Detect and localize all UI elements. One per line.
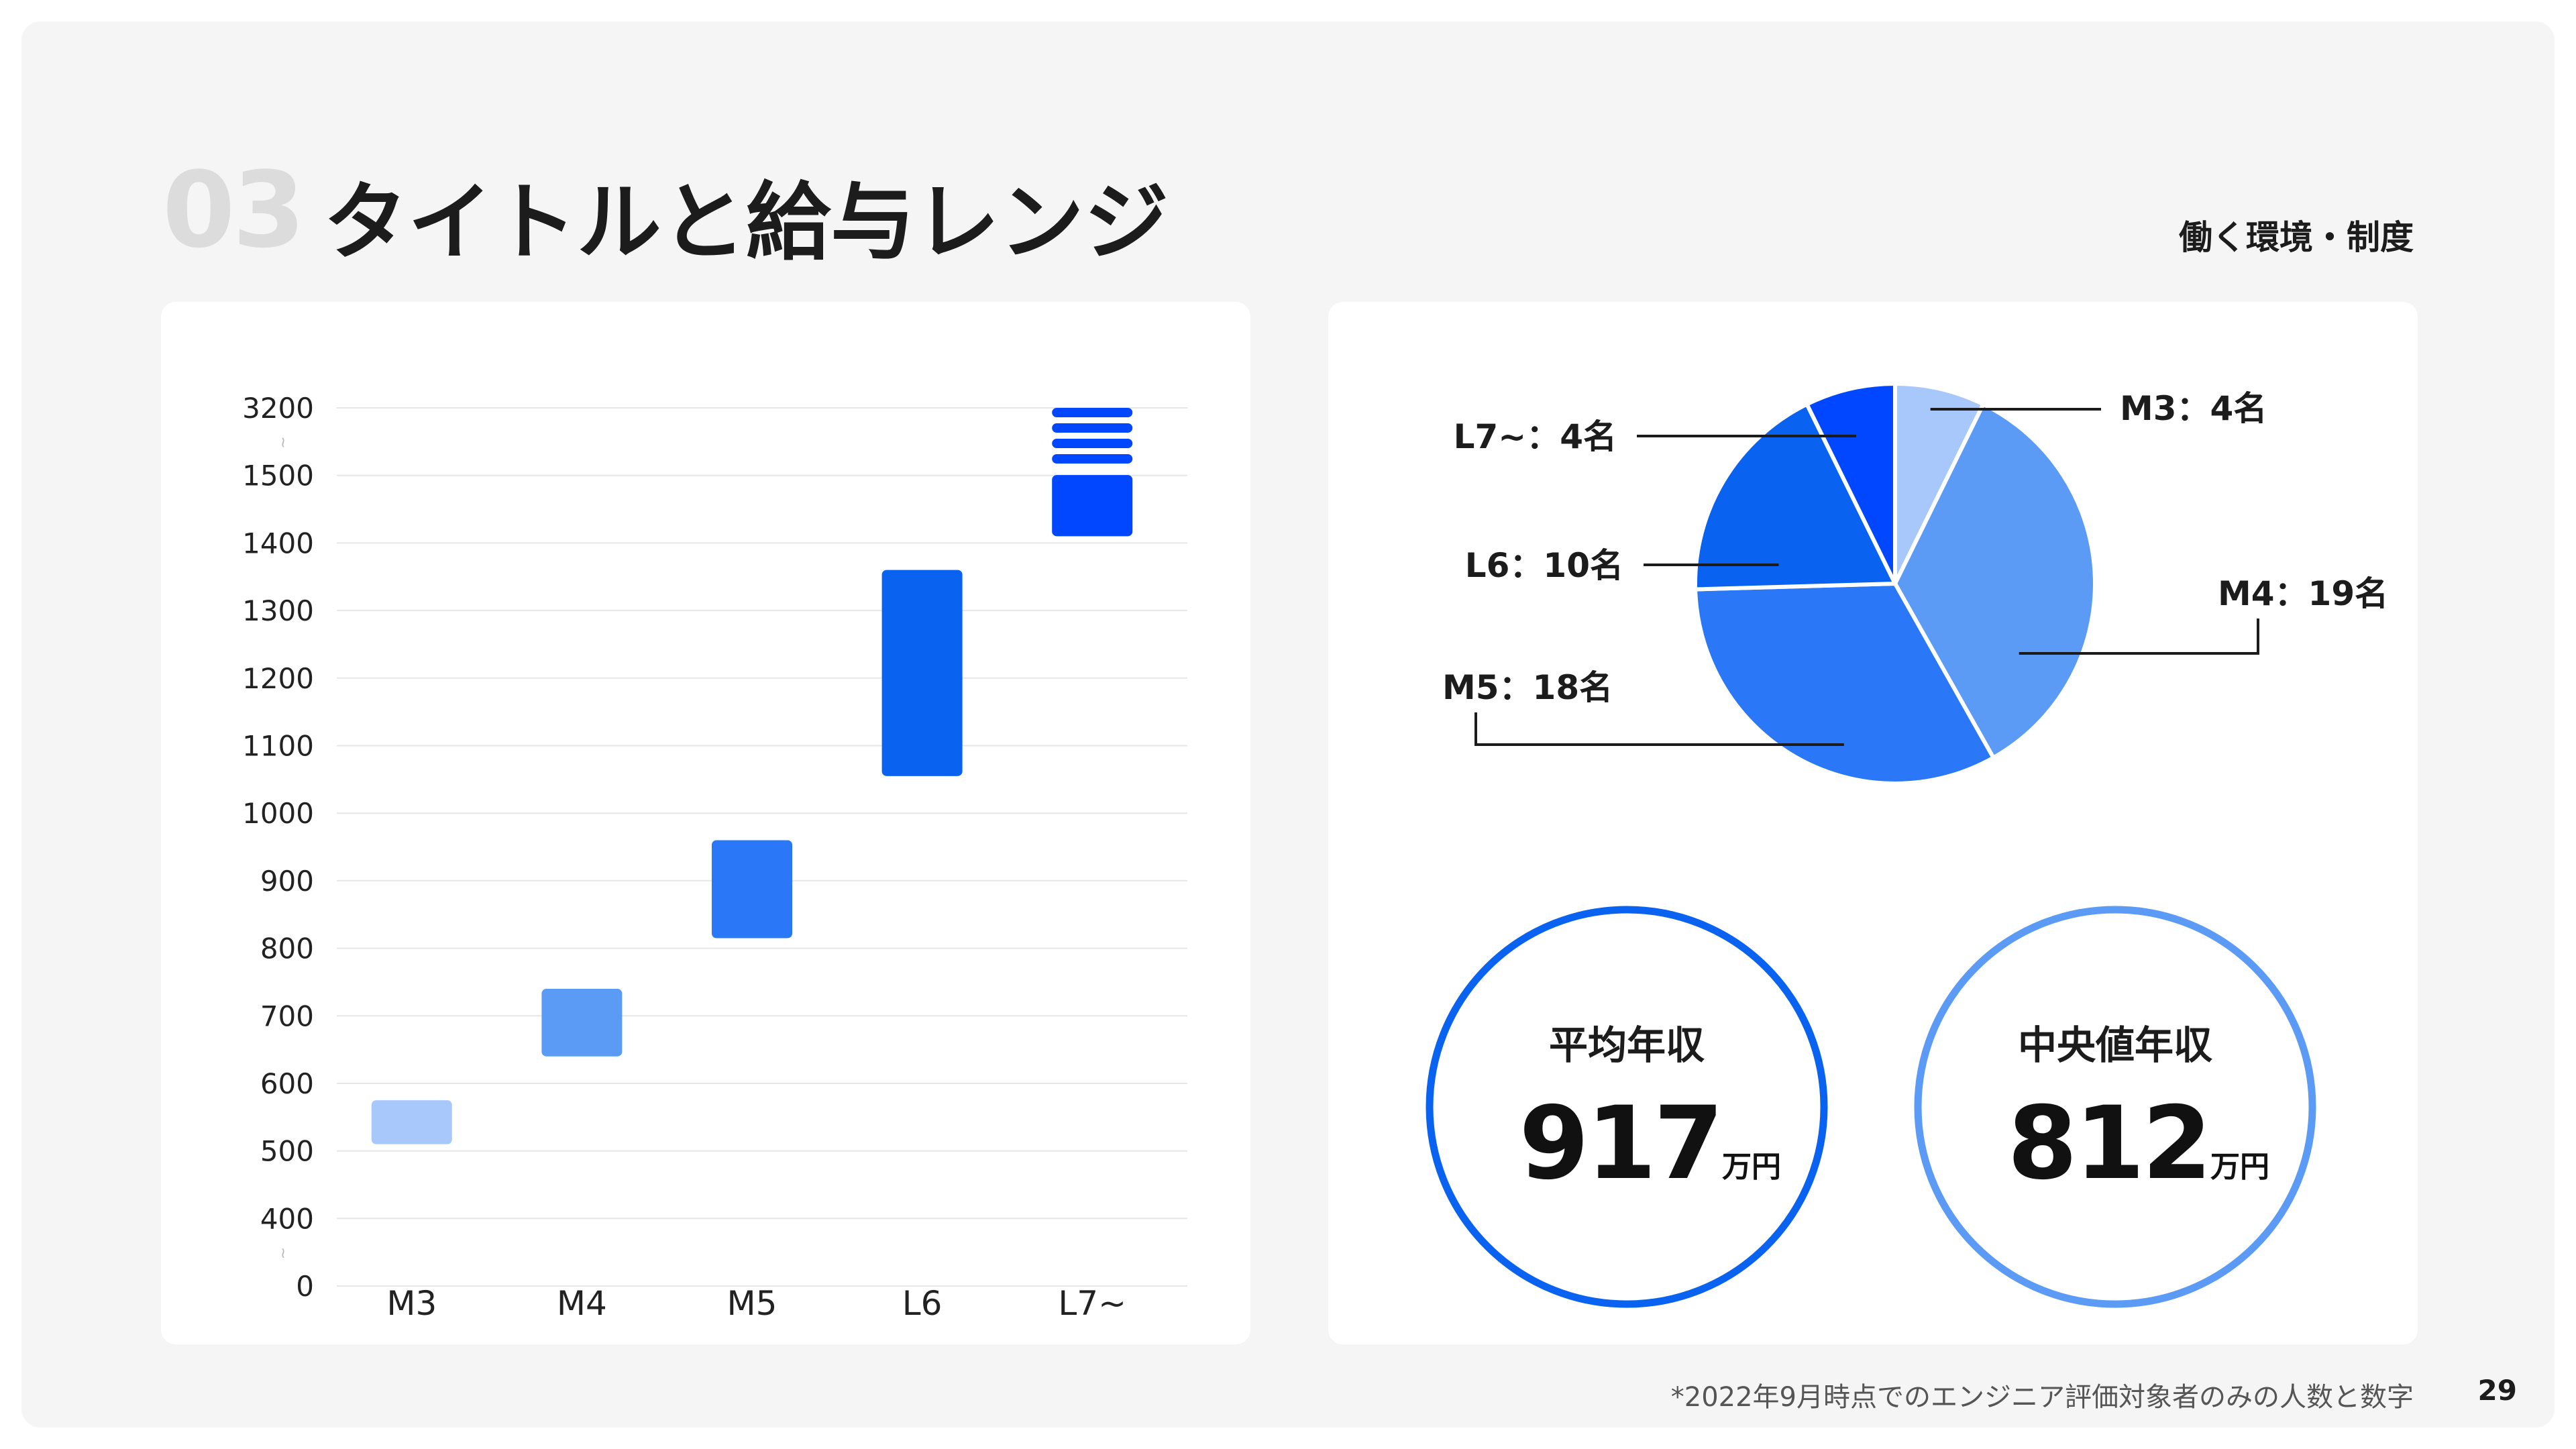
pie-label-l6: L6：10名 [1465,546,1623,585]
stat-unit: 万円 [1722,1150,1781,1184]
pie-slice-l7 [1804,381,1897,585]
section-number: 03 [162,149,305,271]
range-bar-l7-segment [1052,439,1133,448]
range-bar-l7-segment [1052,408,1133,417]
y-tick-label: 1000 [242,797,314,830]
y-tick-label: 900 [260,865,314,898]
y-tick-label: 1300 [242,594,314,627]
salary-range-chart: 0 400 500 600 700 800 900 1000 1100 1200 1300 1400 1… [242,392,1187,1323]
stat-label: 平均年収 [1549,1022,1705,1068]
range-bar-l7-segment [1052,423,1133,433]
y-tick-label: 800 [260,932,314,965]
pie-slice-m5 [1693,581,1996,786]
stat-circle-average [1426,906,1828,1308]
x-tick-label: M5 [727,1284,777,1323]
range-bar-l7 [1052,475,1133,537]
axis-break-icon: ≀ [280,1245,286,1262]
footnote: *2022年9月時点でのエンジニア評価対象者のみの人数と数字 [1670,1382,2414,1413]
range-bar-l6 [881,570,963,776]
x-tick-label: L6 [902,1284,943,1323]
x-tick-label: M4 [557,1284,607,1323]
stat-label: 中央値年収 [2018,1022,2212,1068]
slide: 03 タイトルと給与レンジ 働く環境・制度 0 400 500 600 700 800 90… [21,21,2555,1428]
stat-unit: 万円 [2210,1150,2269,1184]
x-tick-label: L7~ [1058,1284,1126,1323]
category-label: 働く環境・制度 [2179,218,2414,257]
y-tick-label: 3200 [242,392,314,425]
y-tick-label: 700 [260,1000,314,1032]
pie-label-l7: L7~：4名 [1454,417,1617,456]
pie-leader-line [2019,619,2259,655]
range-bar-m5 [712,840,792,938]
y-tick-label: 600 [260,1067,314,1100]
headcount-pie-chart: M3：4名 M4：19名 M5：18名 L6：10名 L7~：4名 [1442,381,2388,786]
x-tick-label: M3 [386,1284,437,1323]
stat-value: 917 [1519,1085,1721,1202]
stat-value: 812 [2007,1085,2209,1202]
pie-leader-line [1474,712,1844,746]
stat-circle-median [1914,906,2316,1308]
axis-break-icon: ≀ [280,434,286,451]
y-tick-label: 1500 [242,460,314,492]
range-bar-m3 [371,1100,452,1144]
pie-label-m5: M5：18名 [1442,668,1613,707]
y-tick-label: 500 [260,1135,314,1168]
pie-slice-m3 [1893,381,1986,585]
y-tick-label: 1100 [242,730,314,763]
y-tick-label: 0 [296,1270,314,1303]
page-title: タイトルと給与レンジ [323,173,1169,272]
pie-label-m3: M3：4名 [2120,389,2267,428]
pie-label-m4: M4：19名 [2218,574,2388,613]
range-bar-m4 [541,989,623,1057]
headcount-card: M3：4名 M4：19名 M5：18名 L6：10名 L7~：4名 平均年収 917 万円中… [1328,302,2418,1344]
y-tick-label: 400 [260,1202,314,1235]
range-bar-l7-segment [1052,454,1133,464]
salary-range-card: 0 400 500 600 700 800 900 1000 1100 1200 1300 1400 1… [161,302,1250,1344]
y-tick-label: 1400 [242,527,314,559]
y-tick-label: 1200 [242,662,314,695]
page-number: 29 [2477,1374,2517,1407]
